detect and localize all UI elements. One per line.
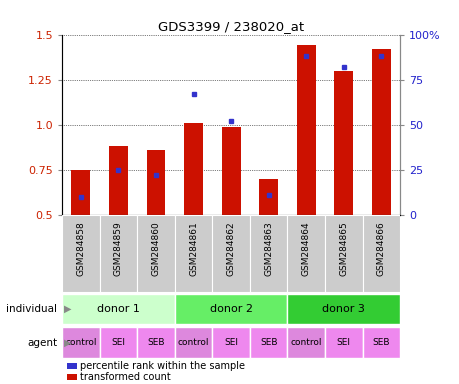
- Bar: [184, 123, 202, 215]
- Text: donor 3: donor 3: [322, 304, 364, 314]
- Bar: [62, 295, 174, 324]
- Bar: [100, 327, 137, 358]
- Bar: [146, 150, 165, 215]
- Text: GSM284862: GSM284862: [226, 221, 235, 276]
- Bar: [287, 295, 399, 324]
- Bar: [100, 215, 137, 292]
- Bar: [287, 327, 325, 358]
- Text: SEB: SEB: [372, 338, 389, 347]
- Text: GSM284861: GSM284861: [189, 221, 198, 276]
- Text: agent: agent: [28, 338, 57, 348]
- Bar: [62, 215, 100, 292]
- Bar: [325, 215, 362, 292]
- Bar: [137, 327, 174, 358]
- Text: donor 1: donor 1: [97, 304, 140, 314]
- Text: GSM284859: GSM284859: [114, 221, 123, 276]
- Bar: [259, 179, 278, 215]
- Text: GSM284860: GSM284860: [151, 221, 160, 276]
- Bar: [296, 45, 315, 215]
- Bar: [249, 215, 287, 292]
- Bar: [62, 327, 100, 358]
- Text: GSM284863: GSM284863: [263, 221, 273, 276]
- Bar: [174, 215, 212, 292]
- Text: SEI: SEI: [336, 338, 350, 347]
- Text: SEI: SEI: [111, 338, 125, 347]
- Bar: [221, 127, 240, 215]
- Text: individual: individual: [6, 304, 57, 314]
- Text: control: control: [178, 338, 209, 347]
- Bar: [212, 327, 249, 358]
- Bar: [334, 71, 353, 215]
- Text: GSM284864: GSM284864: [301, 221, 310, 276]
- Text: percentile rank within the sample: percentile rank within the sample: [80, 361, 245, 371]
- Bar: [71, 170, 90, 215]
- Text: GSM284866: GSM284866: [376, 221, 385, 276]
- Bar: [362, 215, 399, 292]
- Bar: [212, 215, 249, 292]
- Text: SEI: SEI: [224, 338, 238, 347]
- Bar: [287, 215, 325, 292]
- Text: ▶: ▶: [64, 304, 72, 314]
- Title: GDS3399 / 238020_at: GDS3399 / 238020_at: [158, 20, 303, 33]
- Text: transformed count: transformed count: [80, 372, 171, 382]
- Bar: [362, 327, 399, 358]
- Text: SEB: SEB: [147, 338, 164, 347]
- Bar: [371, 49, 390, 215]
- Bar: [174, 295, 287, 324]
- Bar: [109, 146, 128, 215]
- Bar: [325, 327, 362, 358]
- Text: GSM284865: GSM284865: [339, 221, 347, 276]
- Text: ▶: ▶: [64, 338, 72, 348]
- Text: control: control: [290, 338, 321, 347]
- Text: control: control: [65, 338, 96, 347]
- Text: SEB: SEB: [259, 338, 277, 347]
- Bar: [137, 215, 174, 292]
- Text: GSM284858: GSM284858: [76, 221, 85, 276]
- Bar: [174, 327, 212, 358]
- Bar: [249, 327, 287, 358]
- Text: donor 2: donor 2: [209, 304, 252, 314]
